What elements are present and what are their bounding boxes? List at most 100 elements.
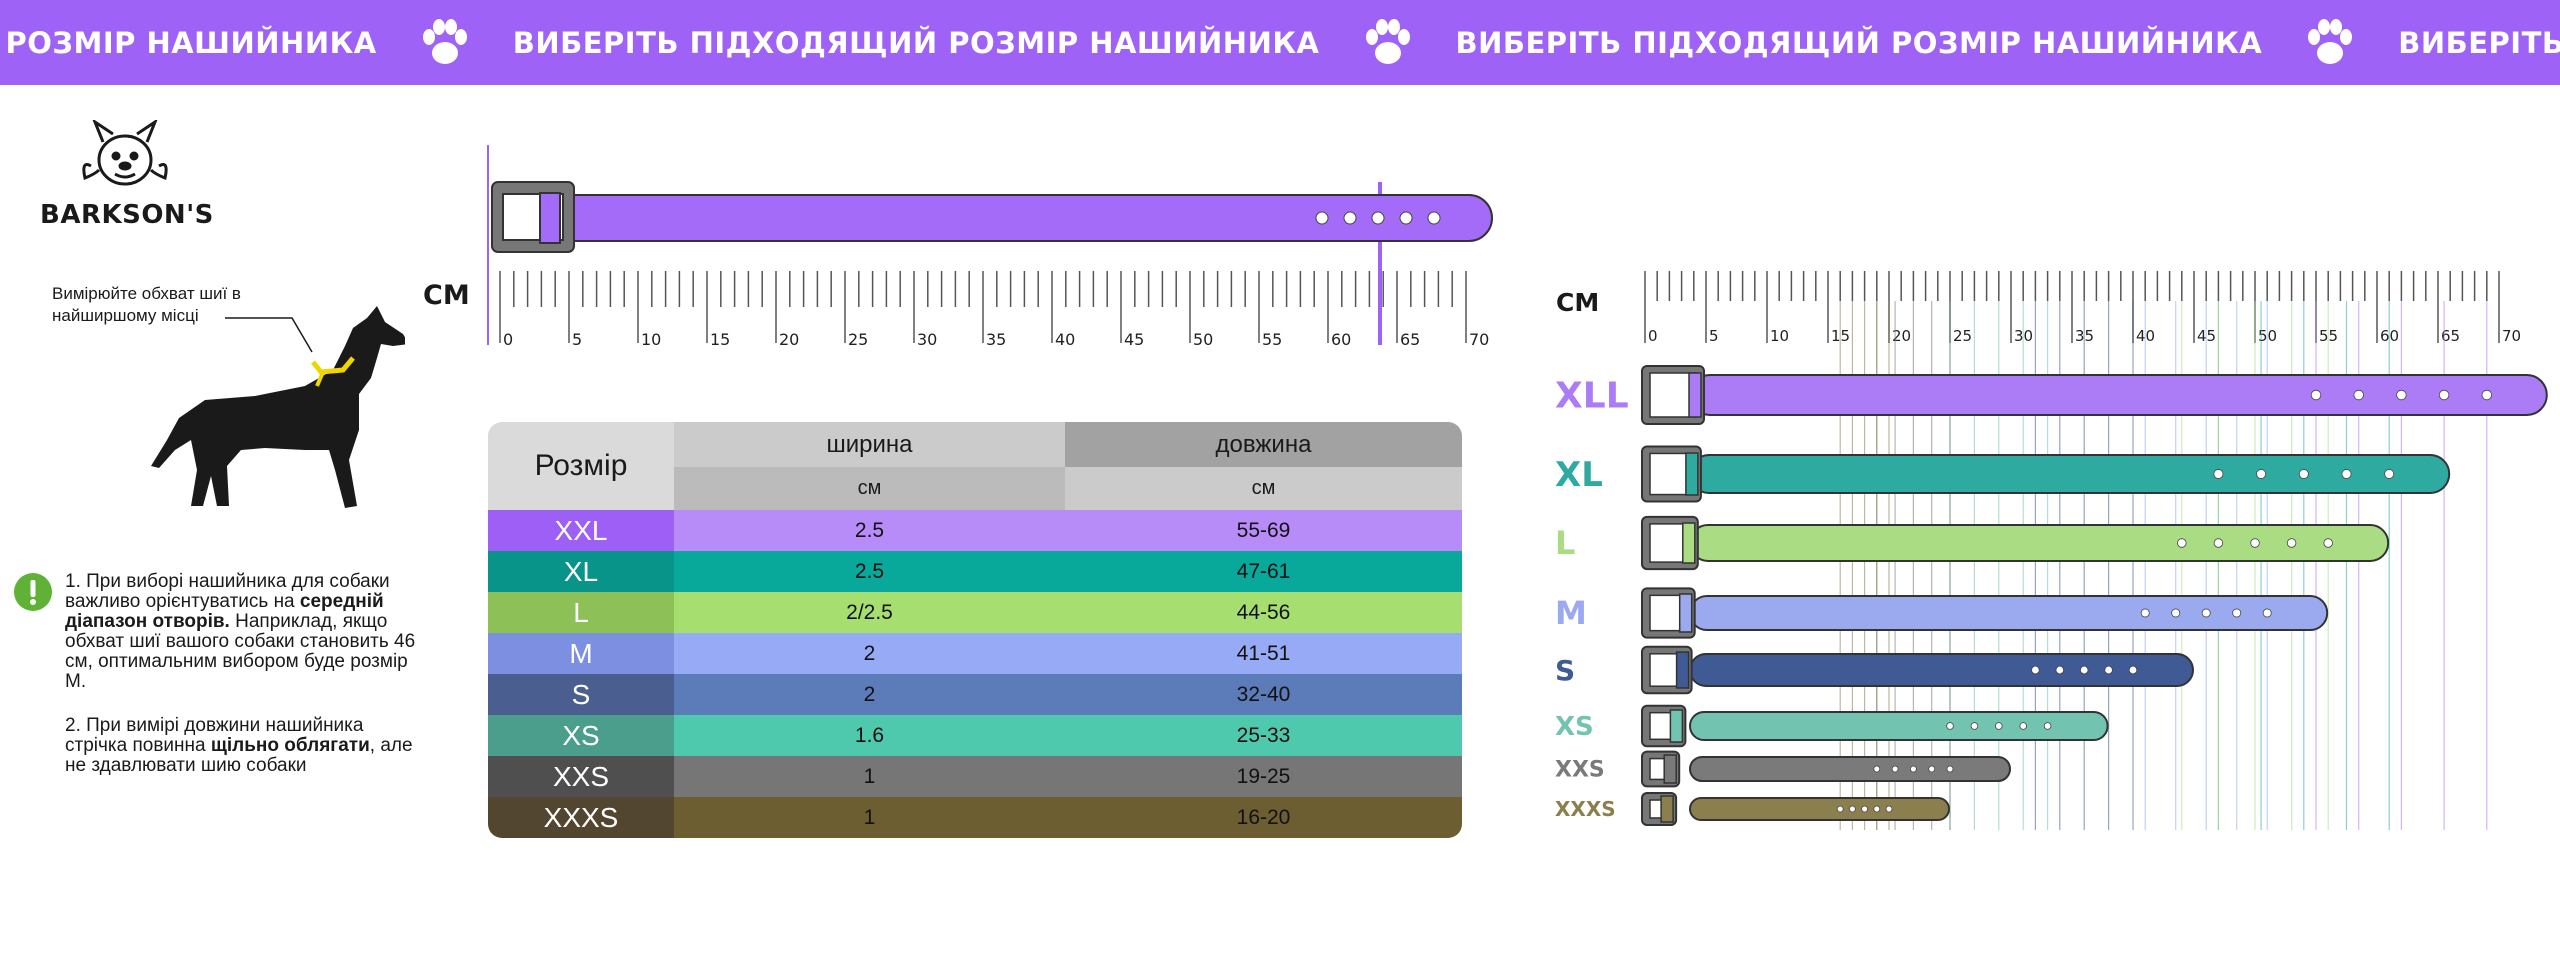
dog-silhouette-icon (151, 306, 405, 508)
row-size: M (488, 633, 674, 674)
tip-1: 1. При виборі нашийника для собаки важли… (65, 572, 425, 692)
row-length: 25-33 (1065, 715, 1462, 756)
ruler-unit-label: CM (423, 280, 470, 311)
header-width-group: ширина см (674, 422, 1065, 510)
collar-size-label: XS (1555, 712, 1594, 742)
size-collar-hole (1873, 805, 1881, 813)
size-collar-keeper (1675, 651, 1690, 689)
size-collar-hole (1995, 722, 2003, 730)
collar-size-label: XXXS (1555, 797, 1616, 821)
row-width: 2.5 (674, 551, 1065, 592)
size-collar-hole (2262, 608, 2272, 618)
size-collar-hole (2019, 722, 2027, 730)
row-size: XXS (488, 756, 674, 797)
ruler-tick-label: 70 (1469, 330, 1489, 349)
size-collar-hole (2298, 469, 2309, 479)
chart-ruler-tick-label: 10 (1770, 327, 1789, 345)
size-collar-hole (2213, 538, 2224, 548)
size-collar-keeper (1685, 452, 1699, 496)
row-width: 2 (674, 633, 1065, 674)
row-length: 44-56 (1065, 592, 1462, 633)
ruler-tick-label: 45 (1124, 330, 1144, 349)
chart-ruler-tick-label: 0 (1648, 327, 1658, 345)
row-size: L (488, 592, 674, 633)
collar-hole (1399, 211, 1413, 225)
row-size: XS (488, 715, 674, 756)
size-collar-hole (1970, 722, 1979, 730)
size-collar-hole (2232, 608, 2242, 618)
exclamation-icon (14, 573, 52, 611)
size-collar-keeper (1669, 709, 1684, 743)
row-length: 32-40 (1065, 674, 1462, 715)
banner-segment: ВИБЕРІТЬ ПІДХОДЯЩИЙ РОЗМІР НАШИЙНИКА (0, 15, 513, 71)
size-collar-keeper (1660, 795, 1674, 823)
ruler-tick-label: 35 (986, 330, 1006, 349)
collar-size-label: S (1555, 654, 1575, 687)
size-collar-hole (2128, 665, 2138, 675)
size-collar-hole (2384, 469, 2395, 479)
table-row: S 2 32-40 (488, 674, 1462, 715)
size-collar-hole (1910, 765, 1917, 773)
size-collar-hole (1849, 805, 1856, 813)
collar-hole (1371, 211, 1385, 225)
tip-1-text: 1. При виборі нашийника для собаки важли… (65, 571, 390, 612)
ruler-tick-label: 55 (1262, 330, 1282, 349)
size-collar-strap (1689, 653, 2194, 687)
row-width: 2/2.5 (674, 592, 1065, 633)
tip-2: 2. При вимірі довжини нашийника стрічка … (65, 716, 425, 776)
size-collar-hole (2177, 538, 2187, 548)
ruler-tick-label: 65 (1400, 330, 1420, 349)
row-width: 1.6 (674, 715, 1065, 756)
tip-1-text-end: Наприклад, якщо обхват шиї вашого собаки… (65, 611, 416, 692)
tip-2-text: 2. При вимірі довжини нашийника стрічка … (65, 715, 364, 756)
ruler-tick-label: 10 (641, 330, 661, 349)
collar-size-label: XLL (1555, 376, 1629, 417)
header-length-group: довжина см (1065, 422, 1462, 510)
size-collar-keeper (1682, 522, 1696, 564)
size-collar-strap (1689, 756, 2011, 782)
size-collar-hole (1891, 765, 1899, 773)
size-collar-hole (2286, 538, 2297, 548)
row-length: 47-61 (1065, 551, 1462, 592)
header-width-unit: см (674, 467, 1065, 510)
table-row: M 2 41-51 (488, 633, 1462, 674)
paw-icon (2308, 18, 2353, 64)
size-collar-hole (1928, 765, 1936, 773)
tips-list: 1. При виборі нашийника для собаки важли… (65, 572, 425, 800)
row-length: 55-69 (1065, 510, 1462, 551)
row-size: XXXS (488, 797, 674, 838)
banner-segment: ВИБЕРІТЬ ПІДХОДЯЩИЙ РОЗМІР НАШИЙНИКА (2398, 15, 2560, 71)
table-row: XXXS 1 16-20 (488, 797, 1462, 838)
size-collar-hole (1861, 805, 1868, 813)
collar-hole (1315, 211, 1329, 225)
header-width: ширина (674, 422, 1065, 467)
size-collar-keeper (1688, 372, 1702, 418)
chart-ruler-tick-label: 25 (1953, 327, 1972, 345)
banner-track: ВИБЕРІТЬ ПІДХОДЯЩИЙ РОЗМІР НАШИЙНИКА ВИБЕ… (0, 0, 2560, 85)
paw-icon (1365, 18, 1410, 64)
collar-keeper (539, 192, 561, 244)
size-collar-hole (2104, 665, 2113, 675)
size-collar-hole (1946, 722, 1954, 730)
dog-mascot-icon (82, 120, 168, 186)
table-row: XXS 1 19-25 (488, 756, 1462, 797)
table-row: XL 2.5 47-61 (488, 551, 1462, 592)
collar-hole (1427, 211, 1441, 225)
banner-text: ВИБЕРІТЬ ПІДХОДЯЩИЙ РОЗМІР НАШИЙНИКА (2398, 25, 2560, 60)
size-collar-strap (1689, 374, 2548, 416)
size-collar-hole (1885, 805, 1893, 813)
size-collar-strap (1689, 711, 2109, 741)
size-collar-hole (2171, 608, 2181, 618)
collar-hole (1343, 211, 1357, 225)
ruler-tick-label: 40 (1055, 330, 1075, 349)
chart-ruler-tick-label: 65 (2441, 327, 2460, 345)
size-collar-strap (1689, 454, 2451, 494)
size-collar-hole (2396, 389, 2407, 401)
table-row: XS 1.6 25-33 (488, 715, 1462, 756)
size-collar-hole (2310, 389, 2322, 401)
row-width: 2.5 (674, 510, 1065, 551)
brand-logo-text: BARKSON'S (40, 200, 214, 230)
size-table: Розмір ширина см довжина см XXL 2.5 55-69 X… (488, 422, 1462, 838)
ruler-tick-label: 30 (917, 330, 937, 349)
